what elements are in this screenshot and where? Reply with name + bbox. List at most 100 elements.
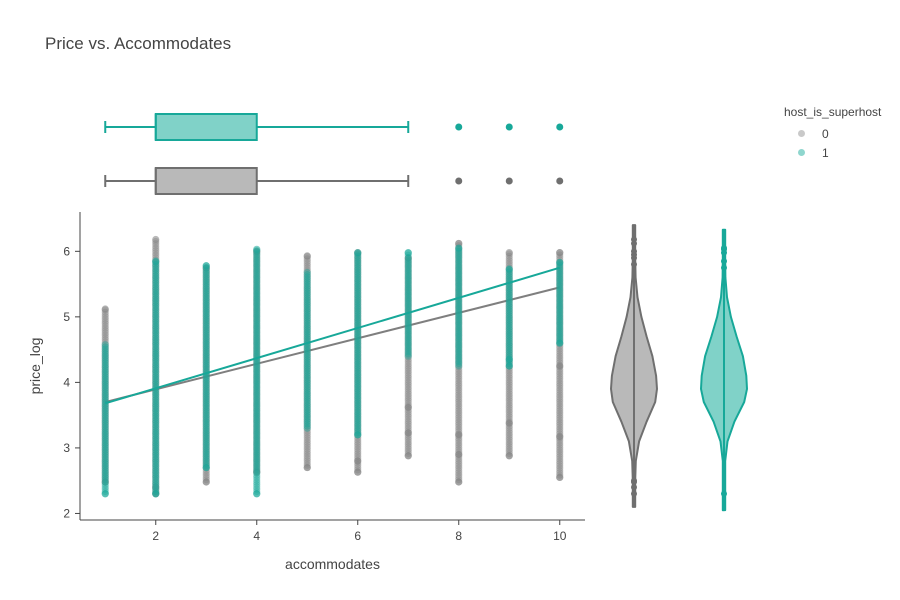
point-0-x5 <box>303 328 311 336</box>
point-1-x2 <box>152 274 160 282</box>
point-0-x1 <box>101 340 109 348</box>
point-1-x6 <box>354 380 362 388</box>
point-0-x7 <box>404 259 412 267</box>
point-1-x7 <box>404 336 412 344</box>
point-0-x6 <box>354 344 362 352</box>
point-0-x6 <box>354 385 362 394</box>
point-0-x4 <box>253 335 261 343</box>
point-0-x9 <box>505 275 513 283</box>
point-0-x5 <box>303 445 311 453</box>
point-1-x1 <box>101 458 109 466</box>
point-0-x5 <box>303 282 311 290</box>
point-0-x2 <box>152 398 160 406</box>
point-1-x8 <box>455 337 463 345</box>
point-1-x6 <box>354 355 362 363</box>
point-0-x5 <box>303 273 311 281</box>
point-0-x1 <box>101 333 109 342</box>
point-1-x9 <box>505 314 513 322</box>
point-outlier-1-x6 <box>354 249 362 257</box>
x-tick-label-10: 10 <box>553 529 567 543</box>
legend-swatch-0 <box>798 130 805 137</box>
point-0-x3 <box>202 453 210 461</box>
point-0-x7 <box>404 305 412 313</box>
point-0-x5 <box>303 275 311 284</box>
point-0-x3 <box>202 448 210 456</box>
point-0-x10 <box>556 297 564 305</box>
point-1-x1 <box>101 423 109 431</box>
point-0-x1 <box>101 327 109 335</box>
point-0-x5 <box>303 264 311 272</box>
legend-item-0[interactable]: 0 <box>784 124 881 143</box>
point-0-x4 <box>253 291 261 300</box>
point-1-x6 <box>354 419 362 427</box>
point-outlier-1-x4 <box>253 245 261 253</box>
point-1-x1 <box>101 446 109 454</box>
point-1-x6 <box>354 316 362 324</box>
point-1-x3 <box>202 434 210 442</box>
point-outlier-1-x7 <box>404 249 412 257</box>
point-0-x10 <box>556 457 564 465</box>
point-0-x2 <box>152 419 160 427</box>
point-1-x1 <box>101 476 109 484</box>
point-outlier-0-x7 <box>404 403 412 411</box>
point-0-x8 <box>455 283 463 291</box>
point-0-x2 <box>152 469 160 477</box>
point-1-x2 <box>152 398 160 406</box>
point-1-x7 <box>404 345 412 353</box>
point-0-x3 <box>202 446 210 454</box>
point-0-x9 <box>505 385 513 393</box>
point-0-x3 <box>202 395 210 404</box>
point-0-x9 <box>505 369 513 377</box>
point-1-x6 <box>354 289 362 297</box>
point-0-x6 <box>354 280 362 288</box>
point-0-x1 <box>101 386 109 394</box>
point-1-x4 <box>253 478 261 486</box>
point-0-x8 <box>455 315 463 323</box>
point-1-x1 <box>101 444 109 452</box>
point-1-x6 <box>354 268 362 276</box>
violin-point-1 <box>721 245 727 252</box>
point-1-x5 <box>303 300 311 308</box>
point-0-x5 <box>303 388 311 396</box>
point-0-x5 <box>303 257 311 265</box>
point-1-x10 <box>556 272 564 281</box>
point-0-x9 <box>505 413 513 421</box>
point-1-x1 <box>101 483 109 491</box>
point-1-x5 <box>303 367 311 375</box>
point-1-x7 <box>404 288 412 296</box>
point-1-x2 <box>152 439 160 447</box>
point-1-x4 <box>253 471 261 480</box>
point-0-x6 <box>354 443 362 451</box>
point-0-x8 <box>455 329 463 337</box>
point-1-x3 <box>202 312 210 320</box>
violin-point-0 <box>631 248 637 255</box>
point-0-x2 <box>152 416 160 424</box>
point-1-x4 <box>253 370 261 379</box>
point-0-x8 <box>455 327 463 335</box>
point-1-x1 <box>101 386 109 395</box>
point-0-x5 <box>303 447 311 456</box>
point-0-x1 <box>101 423 109 431</box>
point-1-x6 <box>354 302 362 310</box>
point-0-x2 <box>152 474 160 482</box>
point-outlier-0-x1 <box>101 478 109 486</box>
point-0-x7 <box>404 342 412 350</box>
point-1-x5 <box>303 291 311 299</box>
point-1-x1 <box>101 375 109 383</box>
point-0-x9 <box>505 381 513 389</box>
point-1-x8 <box>455 252 463 260</box>
point-0-x2 <box>152 414 160 422</box>
marginal-box-area <box>104 113 564 195</box>
point-1-x9 <box>505 284 513 292</box>
legend-item-1[interactable]: 1 <box>784 143 881 162</box>
point-0-x5 <box>303 383 311 391</box>
point-0-x10 <box>556 393 564 401</box>
point-1-x5 <box>303 344 311 352</box>
point-0-x6 <box>354 305 362 313</box>
point-0-x6 <box>354 383 362 391</box>
point-0-x4 <box>253 287 261 295</box>
point-0-x2 <box>152 375 160 383</box>
point-0-x8 <box>455 313 463 321</box>
point-0-x2 <box>152 286 160 294</box>
point-outlier-1-x1 <box>101 490 109 498</box>
